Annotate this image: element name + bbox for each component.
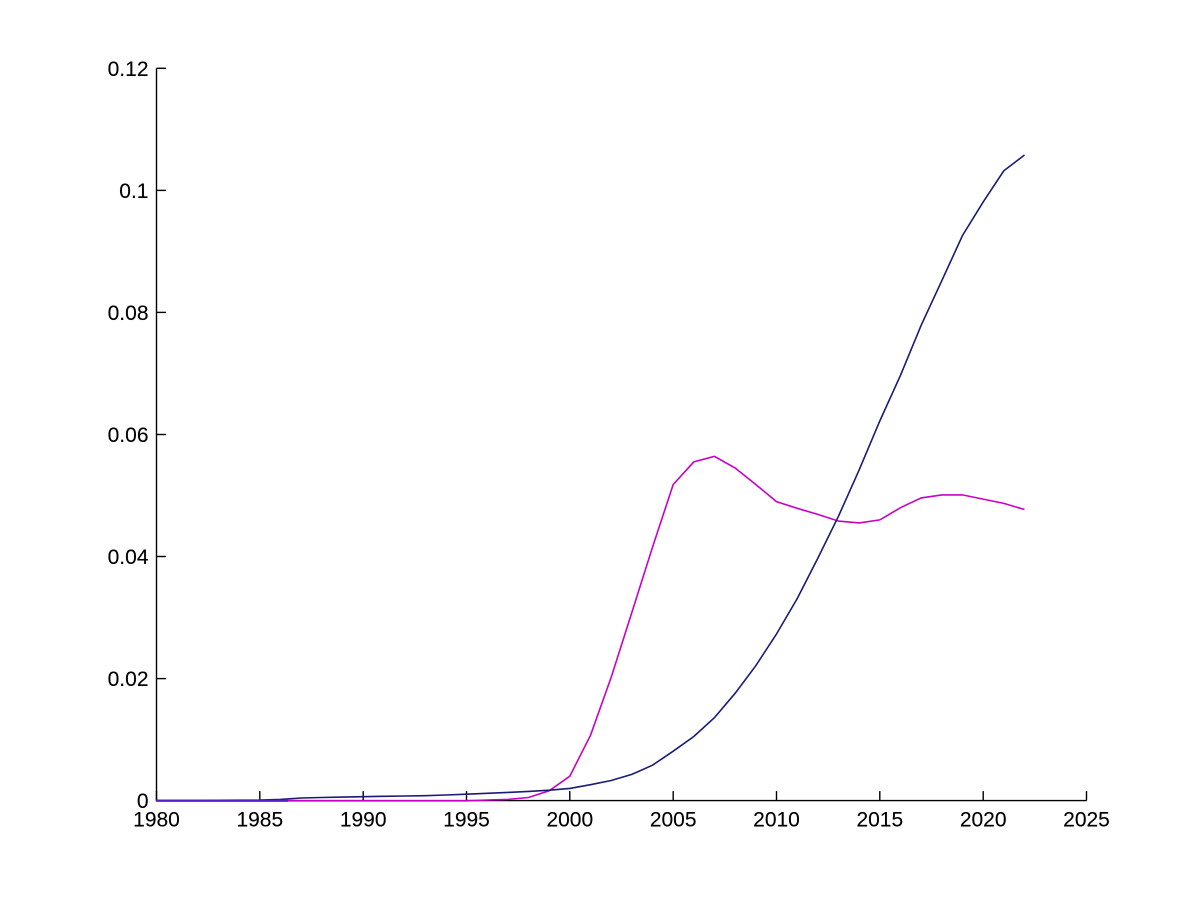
svg-text:0.12: 0.12 [108, 58, 149, 81]
svg-text:1980: 1980 [133, 809, 180, 832]
svg-text:0.02: 0.02 [108, 668, 149, 691]
svg-text:0.06: 0.06 [108, 424, 149, 447]
svg-text:1995: 1995 [443, 809, 490, 832]
svg-text:0.04: 0.04 [108, 546, 149, 569]
svg-text:2000: 2000 [546, 809, 593, 832]
svg-text:0.08: 0.08 [108, 302, 149, 325]
svg-text:2025: 2025 [1063, 809, 1110, 832]
svg-text:2020: 2020 [960, 809, 1007, 832]
svg-text:0: 0 [137, 790, 149, 813]
svg-text:2015: 2015 [856, 809, 903, 832]
svg-text:2010: 2010 [753, 809, 800, 832]
svg-text:1990: 1990 [340, 809, 387, 832]
svg-text:1985: 1985 [236, 809, 283, 832]
svg-text:0.1: 0.1 [119, 180, 148, 203]
svg-text:2005: 2005 [650, 809, 697, 832]
